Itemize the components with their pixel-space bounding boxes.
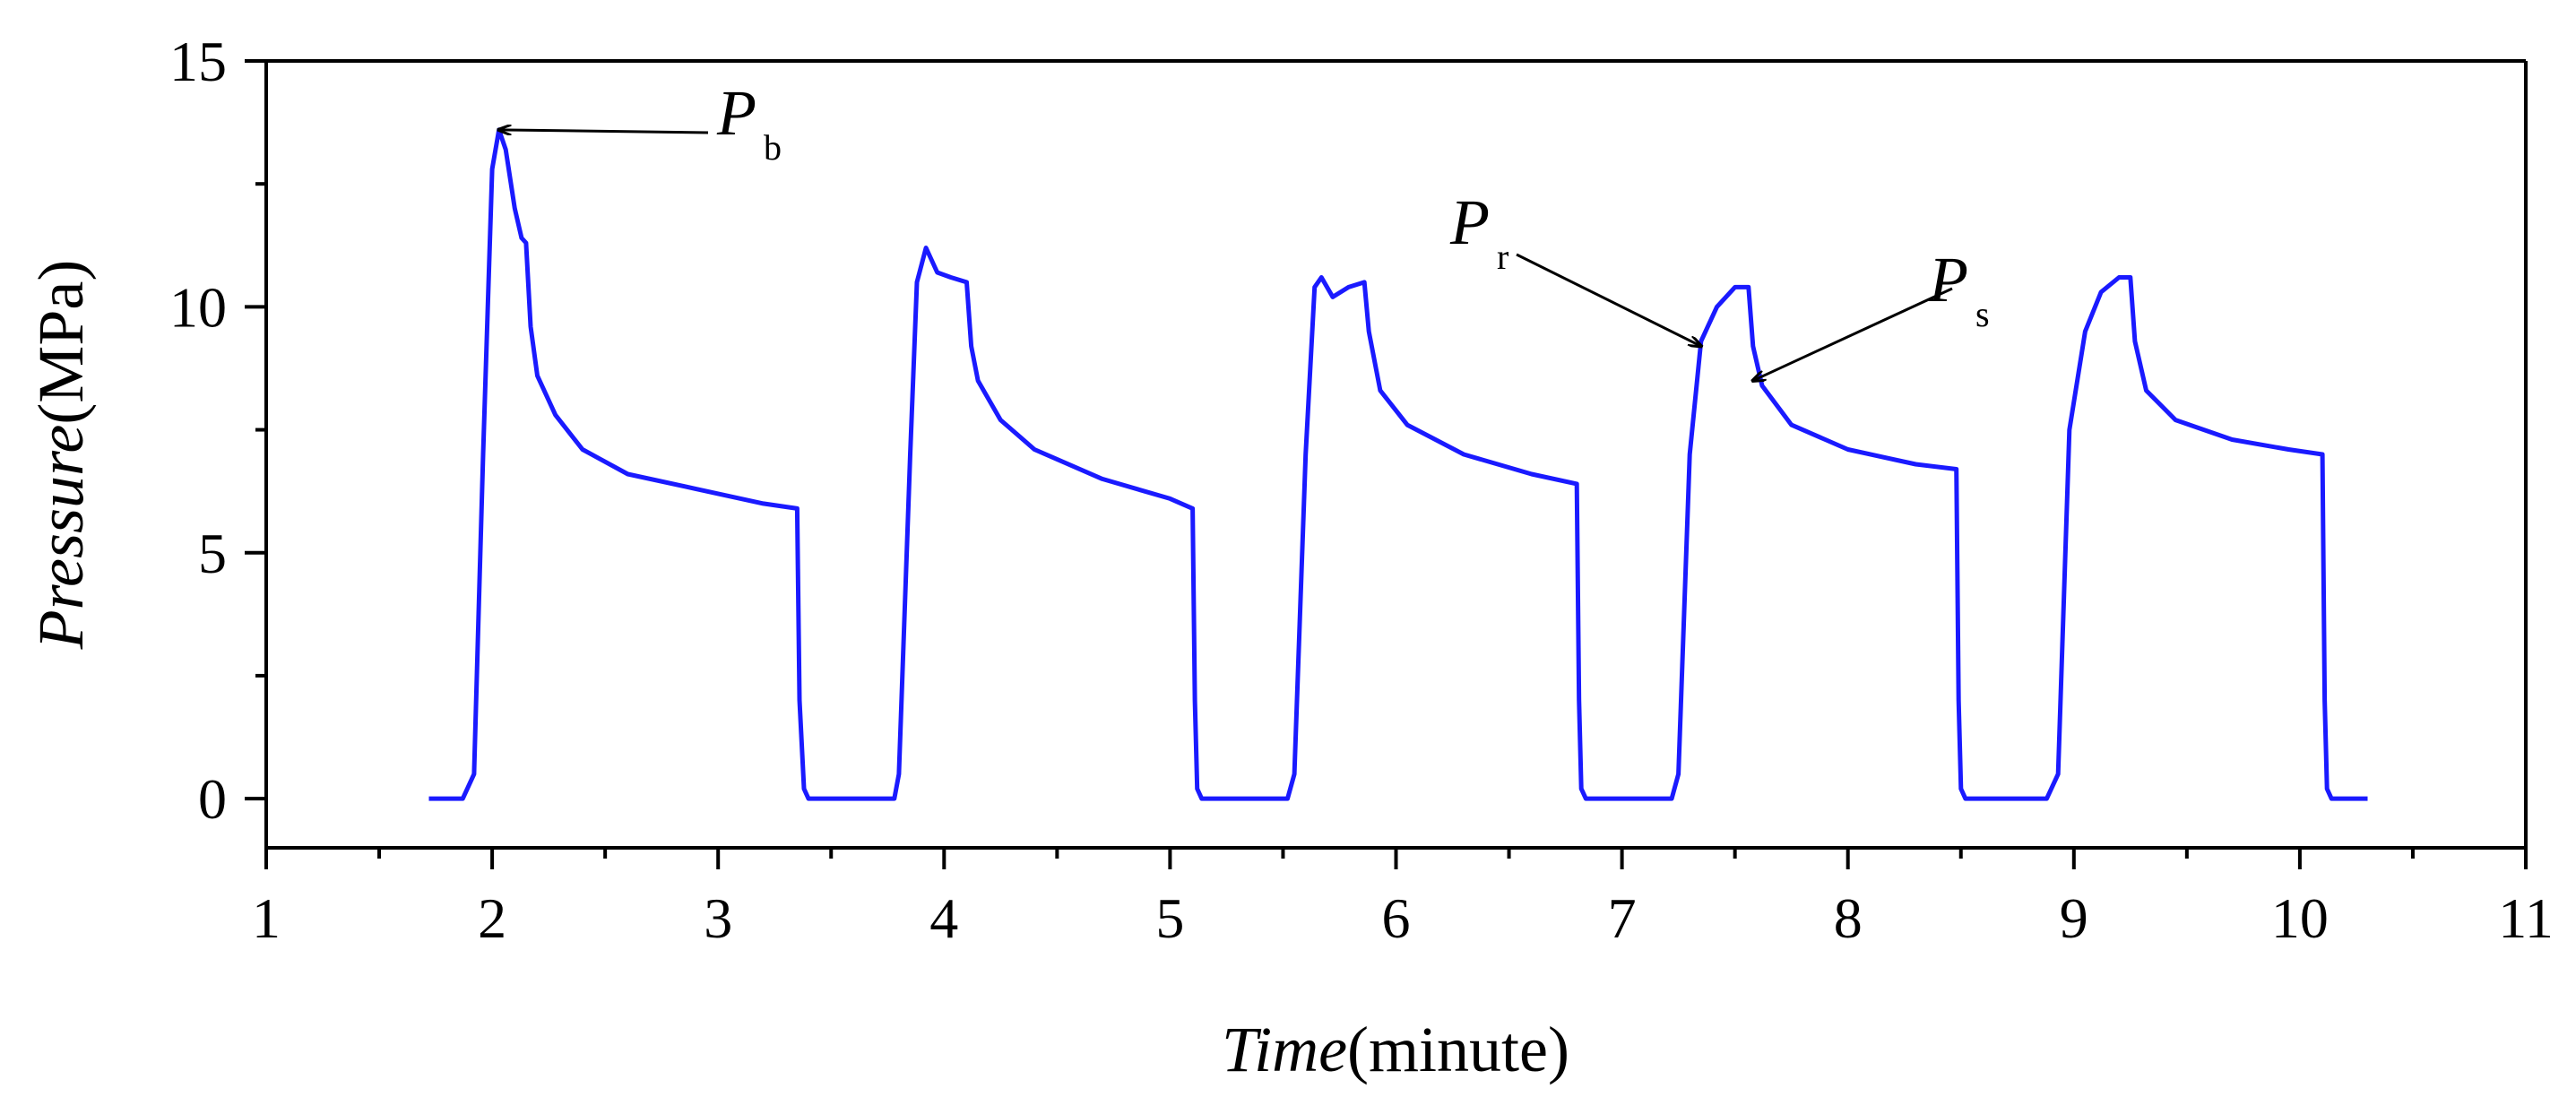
x-tick-label: 1: [252, 886, 281, 950]
y-tick-label: 5: [198, 522, 227, 585]
series-line: [428, 127, 2368, 801]
annotation-label: P: [716, 77, 756, 149]
annotation-arrow: [499, 130, 709, 133]
x-tick-label: 4: [929, 886, 958, 950]
x-tick-label: 5: [1155, 886, 1184, 950]
y-axis-title: Pressure(MPa): [25, 260, 97, 651]
x-tick-label: 7: [1608, 886, 1637, 950]
y-tick-label: 0: [198, 767, 227, 831]
x-tick-label: 10: [2271, 886, 2329, 950]
y-tick-label: 10: [169, 275, 227, 339]
x-axis-title: Time(minute): [1222, 1014, 1569, 1085]
annotation-subscript: s: [1975, 294, 1990, 334]
annotation-subscript: r: [1497, 237, 1508, 277]
ticks-layer: 1 2 3 4 5 6 7 8 9 10 11 0 5 10 15: [169, 30, 2554, 950]
x-tick-label: 11: [2498, 886, 2554, 950]
x-tick-label: 6: [1382, 886, 1411, 950]
annotation-label: P: [1928, 244, 1968, 315]
annotation-arrow: [1516, 253, 1701, 346]
plot-frame: [264, 59, 2528, 850]
x-tick-label: 9: [2060, 886, 2088, 950]
annotation-arrow: [1753, 287, 1953, 381]
y-tick-label: 15: [169, 30, 227, 93]
x-tick-label: 2: [478, 886, 506, 950]
series-layer: [428, 127, 2368, 801]
annotation-subscript: b: [764, 127, 782, 168]
annotation-label: P: [1449, 186, 1490, 258]
x-tick-label: 3: [704, 886, 732, 950]
x-tick-label: 8: [1834, 886, 1863, 950]
